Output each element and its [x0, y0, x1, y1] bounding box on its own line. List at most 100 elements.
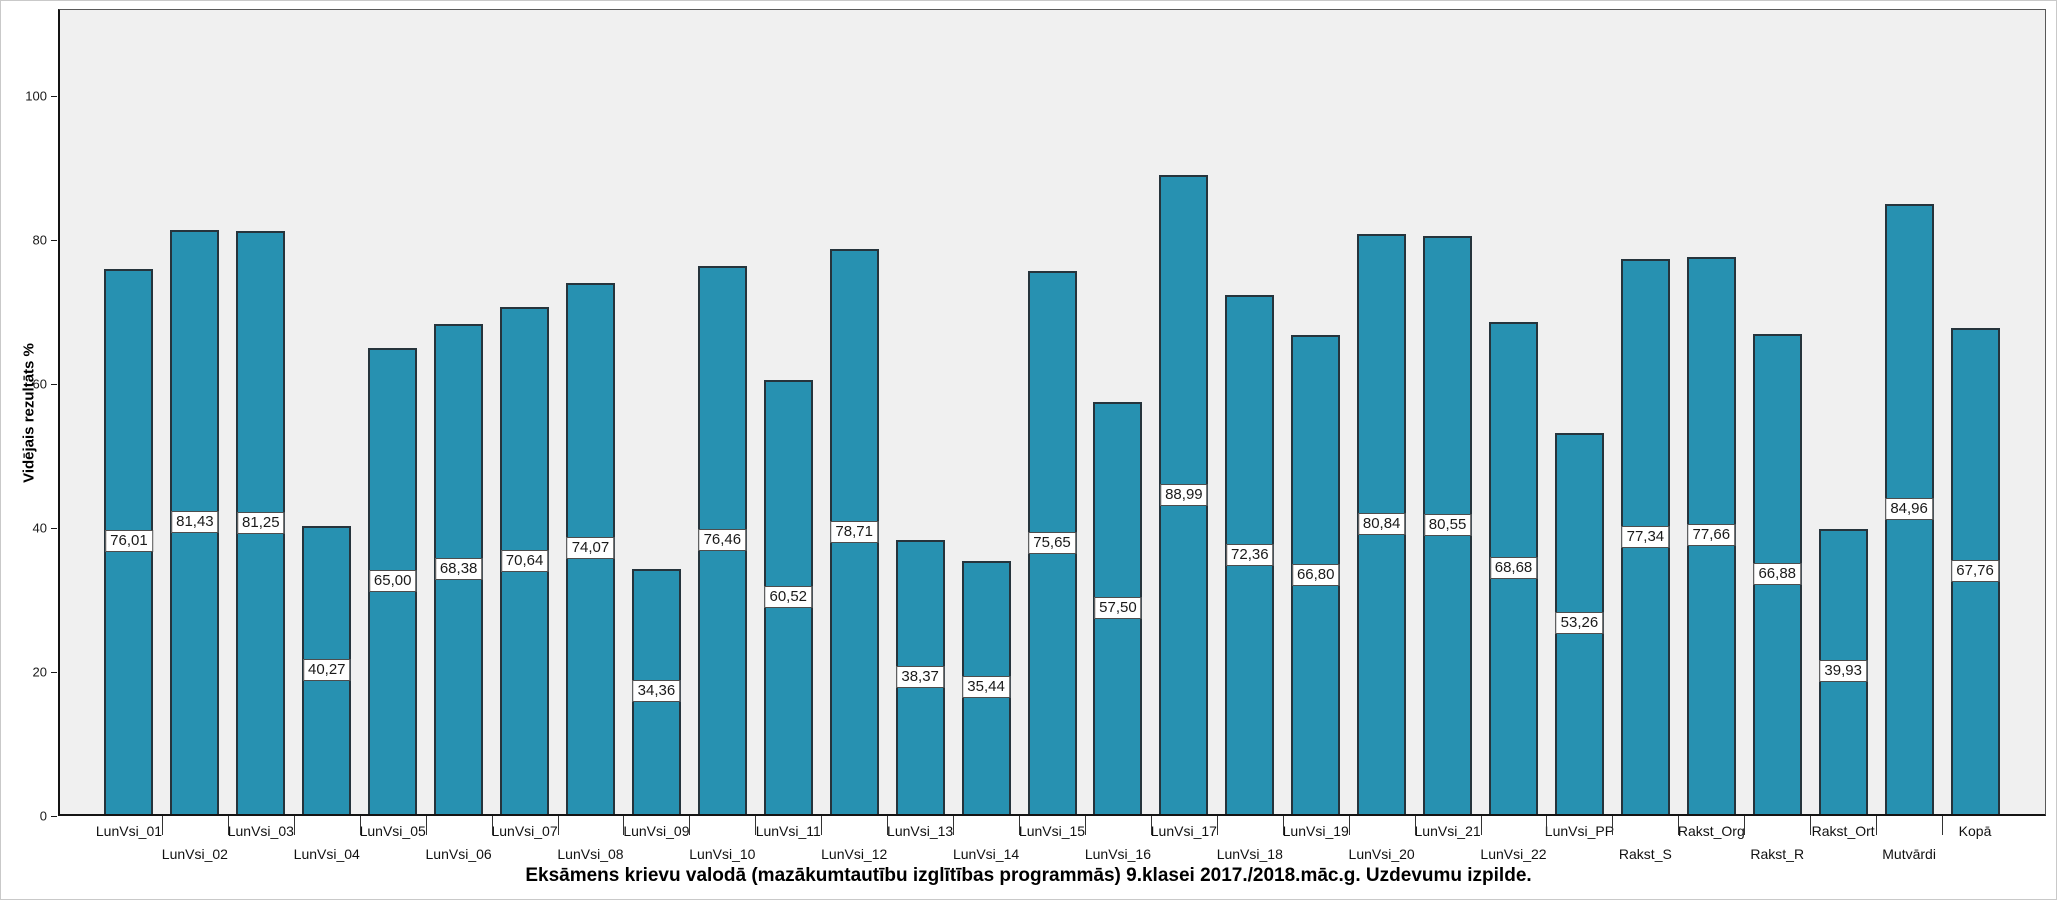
x-category-label: LunVsi_03 — [227, 823, 294, 839]
x-tick-mark — [1150, 816, 1152, 835]
bar-value-label: 57,50 — [1094, 597, 1142, 619]
x-category-label: LunVsi_05 — [359, 823, 426, 839]
bar-value-label: 80,84 — [1357, 512, 1406, 535]
x-category-label: Rakst_Org — [1677, 823, 1745, 839]
y-tick-label: 40 — [32, 520, 47, 536]
bar-value-label: 35,44 — [962, 676, 1010, 699]
x-category-label: LunVsi_PP — [1544, 823, 1615, 839]
y-tick-mark — [51, 240, 57, 241]
y-tick-mark — [51, 384, 57, 385]
x-category-label: Rakst_Ort — [1811, 823, 1875, 839]
bar-value-label: 65,00 — [368, 570, 417, 592]
y-tick-mark — [51, 528, 57, 529]
x-tick-mark — [491, 816, 493, 835]
bar-value-label: 78,71 — [830, 520, 878, 543]
x-tick-mark — [425, 816, 427, 835]
bar-value-label: 75,65 — [1028, 531, 1076, 554]
y-axis-title: Vidējais rezultāts % — [20, 343, 38, 483]
bar-value-label: 39,93 — [1819, 660, 1867, 683]
x-category-label: LunVsi_19 — [1282, 823, 1349, 839]
x-tick-mark — [1282, 816, 1284, 835]
y-tick-label: 20 — [32, 664, 47, 680]
bar-value-label: 67,76 — [1951, 560, 1999, 583]
bar-value-label: 72,36 — [1226, 543, 1274, 566]
bar-value-label: 81,25 — [237, 511, 285, 534]
bars-layer: 76,01 81,43 81,25 40,27 65,00 68,38 70,64 74,07… — [60, 10, 2045, 814]
x-tick-mark — [1019, 816, 1021, 835]
y-tick-mark — [51, 816, 57, 817]
x-tick-mark — [1348, 816, 1350, 835]
bar-value-label: 70,64 — [500, 549, 549, 572]
y-tick-label: 100 — [25, 88, 47, 104]
x-category-label: LunVsi_10 — [689, 846, 756, 862]
x-tick-mark — [755, 816, 757, 835]
plot-area: 76,01 81,43 81,25 40,27 65,00 68,38 70,64 74,07… — [58, 9, 2046, 816]
bar-value-label: 34,36 — [632, 680, 681, 703]
x-tick-mark — [821, 816, 823, 835]
x-category-label: LunVsi_21 — [1414, 823, 1481, 839]
x-category-label: Mutvārdi — [1882, 846, 1936, 862]
bar-value-label: 53,26 — [1555, 612, 1604, 635]
x-tick-mark — [1810, 816, 1812, 835]
x-tick-mark — [1678, 816, 1680, 835]
x-category-label: Rakst_S — [1618, 846, 1672, 862]
x-tick-mark — [953, 816, 955, 835]
x-category-label: LunVsi_18 — [1216, 846, 1283, 862]
bar-value-label: 66,80 — [1291, 563, 1340, 586]
bar-value-label: 60,52 — [764, 586, 813, 609]
bar-value-label: 74,07 — [566, 537, 615, 560]
x-category-label: LunVsi_04 — [293, 846, 360, 862]
x-category-label: LunVsi_16 — [1084, 846, 1152, 862]
bar-value-label: 76,46 — [698, 528, 747, 551]
x-tick-mark — [1612, 816, 1614, 835]
x-tick-mark — [1942, 816, 1944, 835]
bar-value-label: 38,37 — [896, 665, 944, 688]
bar-value-label: 66,88 — [1753, 563, 1802, 586]
x-tick-mark — [161, 816, 163, 835]
x-category-label: LunVsi_20 — [1348, 846, 1415, 862]
chart-title: Eksāmens krievu valodā (mazākumtautību i… — [525, 865, 1532, 886]
x-category-label: LunVsi_06 — [425, 846, 492, 862]
x-category-label: LunVsi_15 — [1018, 823, 1086, 839]
bar-value-label: 40,27 — [302, 659, 351, 682]
bar-value-label: 81,43 — [171, 510, 219, 533]
x-category-label: LunVsi_12 — [821, 846, 888, 862]
bar-value-label: 68,38 — [434, 557, 483, 580]
x-category-label: LunVsi_02 — [161, 846, 228, 862]
x-tick-mark — [1216, 816, 1218, 835]
bar-value-label: 68,68 — [1489, 556, 1538, 579]
x-tick-mark — [1084, 816, 1086, 835]
bar-value-label: 76,01 — [105, 530, 153, 553]
x-category-label: LunVsi_17 — [1150, 823, 1217, 839]
x-category-label: LunVsi_13 — [887, 823, 954, 839]
bar-value-label: 88,99 — [1160, 483, 1208, 506]
x-tick-mark — [293, 816, 295, 835]
bar-value-label: 84,96 — [1885, 498, 1933, 521]
y-tick-mark — [51, 672, 57, 673]
x-tick-mark — [557, 816, 559, 835]
x-tick-mark — [1546, 816, 1548, 835]
x-category-label: LunVsi_22 — [1480, 846, 1547, 862]
x-tick-mark — [1876, 816, 1878, 835]
x-tick-mark — [689, 816, 691, 835]
x-tick-mark — [887, 816, 889, 835]
bar-value-label: 77,66 — [1687, 524, 1736, 547]
x-category-label: LunVsi_09 — [623, 823, 690, 839]
x-tick-mark — [227, 816, 229, 835]
y-tick-label: 80 — [32, 232, 47, 248]
bar-value-label: 80,55 — [1423, 514, 1472, 537]
x-category-label: LunVsi_11 — [755, 823, 821, 839]
x-category-label: LunVsi_01 — [95, 823, 163, 839]
x-category-label: LunVsi_08 — [557, 846, 624, 862]
x-category-label: Rakst_R — [1750, 846, 1805, 862]
x-tick-mark — [623, 816, 625, 835]
bar-value-label: 77,34 — [1621, 525, 1670, 548]
x-tick-mark — [1480, 816, 1482, 835]
x-tick-mark — [1414, 816, 1416, 835]
x-category-label: LunVsi_07 — [491, 823, 558, 839]
x-tick-mark — [1744, 816, 1746, 835]
x-tick-mark — [359, 816, 361, 835]
y-tick-label: 0 — [39, 808, 47, 824]
x-category-label: Kopā — [1958, 823, 1992, 839]
